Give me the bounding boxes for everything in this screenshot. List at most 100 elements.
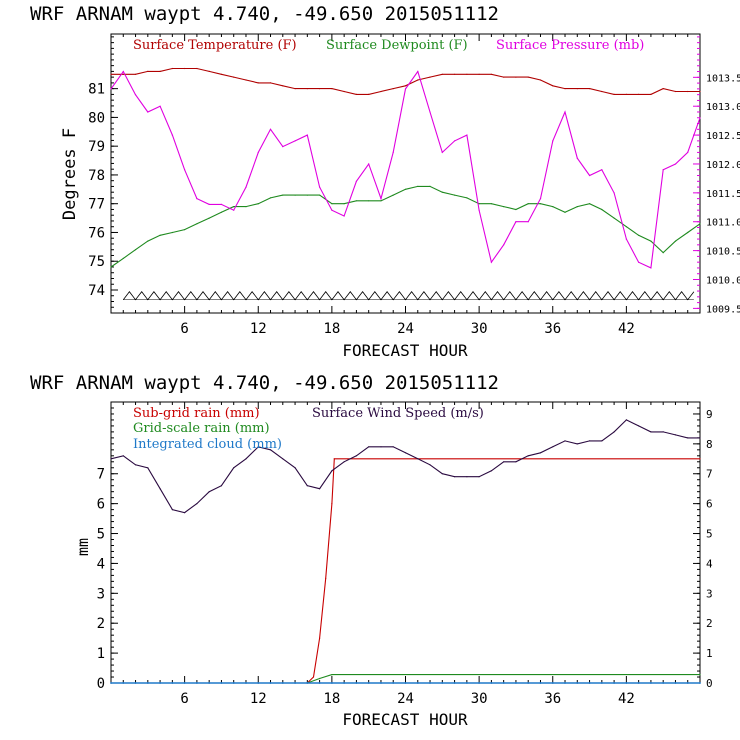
- top-ytick-label: 74: [88, 283, 105, 299]
- temperature-point: [355, 93, 357, 95]
- integrated-cloud-marker: [146, 682, 149, 684]
- temperature-point: [527, 76, 529, 78]
- integrated-cloud-marker: [294, 682, 296, 684]
- pressure-point: [110, 88, 112, 90]
- wind-speed-point: [355, 455, 357, 457]
- pressure-line: [110, 70, 701, 269]
- top-xlabel: FORECAST HOUR: [342, 341, 468, 360]
- temperature-point: [466, 73, 468, 75]
- dewpoint-point: [184, 229, 186, 231]
- temperature-point: [159, 70, 161, 72]
- pressure-point: [490, 261, 492, 263]
- integrated-cloud-marker: [318, 682, 321, 684]
- temperature-point: [503, 76, 505, 78]
- dewpoint-point: [196, 223, 198, 225]
- dewpoint-point: [319, 194, 321, 196]
- dewpoint-point: [233, 206, 235, 208]
- wind-speed-point: [282, 458, 284, 460]
- dewpoint-point: [404, 188, 407, 190]
- temperature-point: [282, 85, 284, 87]
- temperature-point: [601, 90, 603, 93]
- integrated-cloud-marker: [576, 682, 579, 684]
- dewpoint-point: [294, 194, 296, 196]
- temperature-point: [220, 73, 222, 75]
- dewpoint-line: [110, 185, 701, 268]
- pressure-point: [134, 94, 137, 96]
- integrated-cloud-marker: [196, 682, 198, 684]
- top-ytick-label: 75: [88, 254, 105, 270]
- pressure-point: [552, 140, 554, 142]
- bottom-ytick-label: 3: [97, 586, 105, 602]
- integrated-cloud-marker: [453, 682, 456, 684]
- integrated-cloud-marker: [183, 682, 186, 684]
- top-y2tick-label: 1009.5: [706, 304, 740, 315]
- pressure-point: [368, 163, 370, 165]
- pressure-point: [208, 203, 210, 205]
- integrated-cloud-marker: [441, 682, 444, 684]
- dewpoint-point: [306, 194, 308, 196]
- temperature-point: [662, 88, 664, 90]
- pressure-point: [441, 151, 443, 153]
- wind-speed-point: [625, 419, 628, 421]
- dewpoint-point: [503, 206, 505, 208]
- pressure-point: [576, 157, 578, 159]
- temperature-point: [441, 73, 443, 75]
- integrated-cloud-marker: [637, 682, 640, 684]
- wind-speed-point: [233, 467, 235, 469]
- dewpoint-point: [699, 223, 701, 225]
- dewpoint-point: [552, 206, 554, 208]
- wind-speed-point: [294, 467, 296, 469]
- bottom-y2tick-label: 8: [706, 438, 713, 451]
- temperature-point: [122, 73, 124, 75]
- top-y2tick-label: 1012.5: [706, 131, 740, 142]
- pressure-point: [466, 134, 468, 136]
- integrated-cloud-marker: [527, 682, 530, 684]
- pressure-point: [184, 169, 186, 171]
- pressure-point: [404, 88, 407, 90]
- precip-wind-panel: WRF ARNAM waypt 4.740, -49.650 201505111…: [30, 372, 713, 729]
- dewpoint-point: [392, 194, 394, 196]
- pressure-point: [527, 221, 529, 223]
- dewpoint-point: [674, 240, 677, 242]
- bottom-xtick-label: 42: [618, 691, 635, 707]
- bottom-y2tick-label: 4: [706, 557, 713, 570]
- pressure-point: [539, 198, 542, 200]
- wind-speed-point: [269, 449, 272, 451]
- pressure-point: [478, 209, 480, 211]
- temperature-point: [404, 85, 407, 87]
- bottom-y2tick-label: 9: [706, 408, 713, 421]
- pressure-point: [417, 70, 419, 73]
- dewpoint-point: [576, 206, 578, 208]
- wind-speed-point: [441, 473, 443, 475]
- pressure-point: [380, 198, 382, 200]
- wind-speed-point: [429, 464, 431, 466]
- dewpoint-point: [355, 200, 357, 202]
- temperature-point: [343, 90, 345, 93]
- wind-speed-point: [343, 461, 345, 463]
- wind-speed-point: [417, 458, 419, 460]
- pressure-point: [257, 151, 259, 153]
- subgrid-rain-point: [331, 503, 333, 505]
- integrated-cloud-marker: [502, 682, 505, 684]
- temperature-point: [625, 93, 628, 95]
- integrated-cloud-marker: [613, 682, 615, 684]
- integrated-cloud-marker: [245, 682, 247, 684]
- subgrid-rain-point: [333, 458, 335, 460]
- temperature-point: [184, 67, 186, 70]
- top-xtick-label: 42: [618, 321, 635, 337]
- top-frame: [110, 33, 701, 314]
- top-y2tick-label: 1010.5: [706, 247, 740, 258]
- integrated-cloud-marker: [331, 682, 333, 684]
- temperature-point: [589, 88, 591, 90]
- bottom-xtick-label: 24: [397, 691, 414, 707]
- wind-speed-point: [245, 458, 247, 460]
- dewpoint-point: [478, 203, 480, 205]
- wind-speed-point: [466, 476, 468, 478]
- dewpoint-point: [171, 231, 173, 234]
- dewpoint-point: [245, 206, 247, 208]
- subgrid-rain-point: [699, 458, 701, 460]
- integrated-cloud-marker: [404, 682, 407, 684]
- wind-speed-point: [196, 503, 198, 505]
- wind-speed-point: [687, 437, 689, 439]
- temperature-point: [650, 93, 652, 95]
